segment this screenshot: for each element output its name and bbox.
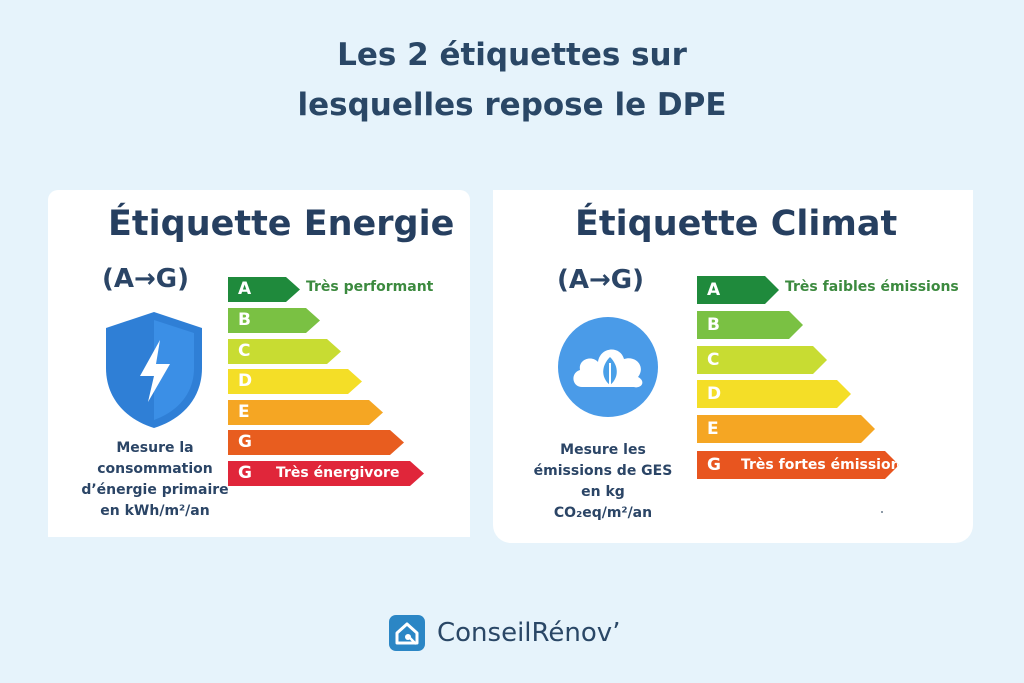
energy-bar-letter: G xyxy=(238,432,252,452)
climat-caption-line-1: Mesure les xyxy=(560,442,646,458)
climat-caption-line-4: CO₂eq/m²/an xyxy=(553,505,653,521)
climat-bar-e: E xyxy=(697,415,875,443)
climat-caption: Mesure les émissions de GES en kg CO₂eq/… xyxy=(528,440,678,524)
energy-caption-line-3: d’énergie primaire xyxy=(81,482,229,498)
energy-bar-letter: G xyxy=(238,463,252,483)
brand-footer: ConseilRénov’ xyxy=(389,613,620,653)
climat-bar-b: B xyxy=(697,311,803,339)
energy-bar-letter: D xyxy=(238,371,253,391)
energy-caption-line-1: Mesure la xyxy=(116,440,194,456)
brand-name: ConseilRénov’ xyxy=(437,618,621,648)
energy-card-title: Étiquette Energie xyxy=(108,204,455,244)
energy-bar-letter: E xyxy=(238,402,250,422)
climat-card-title: Étiquette Climat xyxy=(575,204,898,244)
climat-bar-letter: D xyxy=(707,384,722,404)
page-title: Les 2 étiquettes sur lesquelles repose l… xyxy=(0,30,1024,130)
climat-bar-worst-label: Très fortes émissions xyxy=(741,457,909,473)
energy-caption: Mesure la consommation d’énergie primair… xyxy=(70,438,240,522)
energy-label-card: Étiquette Energie (A→G) Mesure la consom… xyxy=(48,190,470,537)
climat-bar-g: G Très fortes émissions xyxy=(697,451,899,479)
energy-bar-b: B xyxy=(228,308,320,333)
shield-lightning-icon xyxy=(106,312,202,428)
energy-caption-line-2: consommation xyxy=(97,461,213,477)
climat-bar-letter: A xyxy=(707,280,721,300)
climat-best-label: Très faibles émissions xyxy=(785,279,959,295)
climat-bar-d: D xyxy=(697,380,851,408)
cloud-leaf-icon xyxy=(558,317,658,417)
climat-label-card: Étiquette Climat (A→G) Mesure les émissi… xyxy=(493,190,973,543)
energy-bar-worst-label: Très énergivore xyxy=(276,465,400,481)
climat-caption-line-2: émissions de GES xyxy=(533,463,673,479)
energy-bar-g1: G xyxy=(228,430,404,455)
energy-bar-e: E xyxy=(228,400,383,425)
climat-bar-letter: E xyxy=(707,419,719,439)
energy-bar-g2: G Très énergivore xyxy=(228,461,424,486)
energy-caption-line-4: en kWh/m²/an xyxy=(100,503,210,519)
climat-bar-a: A xyxy=(697,276,779,304)
energy-scale-range: (A→G) xyxy=(102,264,190,294)
decorative-dot xyxy=(881,511,883,513)
page-title-line-2: lesquelles repose le DPE xyxy=(297,87,727,123)
climat-bar-letter: G xyxy=(707,455,721,475)
energy-bar-letter: A xyxy=(238,279,252,299)
cloud-leaf-icon-graphic xyxy=(573,349,643,388)
climat-bar-c: C xyxy=(697,346,827,374)
energy-bar-d: D xyxy=(228,369,362,394)
house-key-icon xyxy=(389,615,425,651)
climat-caption-line-3: en kg xyxy=(581,484,625,500)
energy-bar-letter: C xyxy=(238,341,251,361)
energy-bar-a: A xyxy=(228,277,300,302)
energy-bar-letter: B xyxy=(238,310,251,330)
energy-best-label: Très performant xyxy=(306,279,434,295)
climat-bar-letter: B xyxy=(707,315,720,335)
house-key-icon-graphic xyxy=(395,622,419,645)
page-title-line-1: Les 2 étiquettes sur xyxy=(337,37,687,73)
climat-bar-letter: C xyxy=(707,350,720,370)
climat-scale-range: (A→G) xyxy=(557,265,645,295)
energy-bar-c: C xyxy=(228,339,341,364)
